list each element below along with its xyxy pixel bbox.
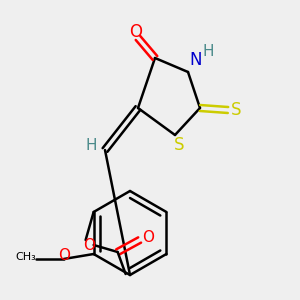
Text: O: O — [130, 23, 142, 41]
Text: S: S — [174, 136, 184, 154]
Text: O: O — [82, 238, 94, 253]
Text: O: O — [58, 248, 70, 262]
Text: CH₃: CH₃ — [15, 252, 36, 262]
Text: H: H — [202, 44, 214, 59]
Text: O: O — [142, 230, 154, 245]
Text: S: S — [231, 101, 241, 119]
Text: N: N — [190, 51, 202, 69]
Text: H: H — [85, 139, 97, 154]
